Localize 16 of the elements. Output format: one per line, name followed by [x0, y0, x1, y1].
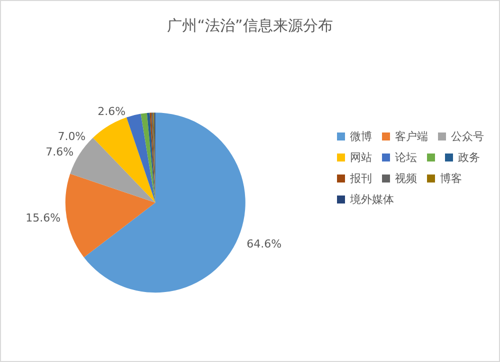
legend-label: 报刊 — [349, 172, 372, 185]
data-label: 7.6% — [46, 146, 74, 159]
legend-label: 境外媒体 — [349, 193, 394, 206]
data-label: 2.6% — [98, 104, 126, 118]
legend-label: 客户端 — [395, 130, 428, 143]
legend-label: 公众号 — [451, 130, 484, 143]
legend-label: 微博 — [350, 130, 372, 143]
legend-label: 论坛 — [395, 151, 417, 164]
chart-title: 广州“法治”信息来源分布 — [167, 16, 333, 34]
legend-label: 网站 — [350, 151, 372, 164]
data-label: 64.6% — [246, 238, 282, 251]
data-label: 7.0% — [58, 130, 86, 143]
data-label: 15.6% — [26, 211, 61, 224]
legend-label: 视频 — [395, 172, 417, 185]
legend-label: 博客 — [440, 172, 462, 185]
legend-label: 政务 — [458, 151, 480, 164]
